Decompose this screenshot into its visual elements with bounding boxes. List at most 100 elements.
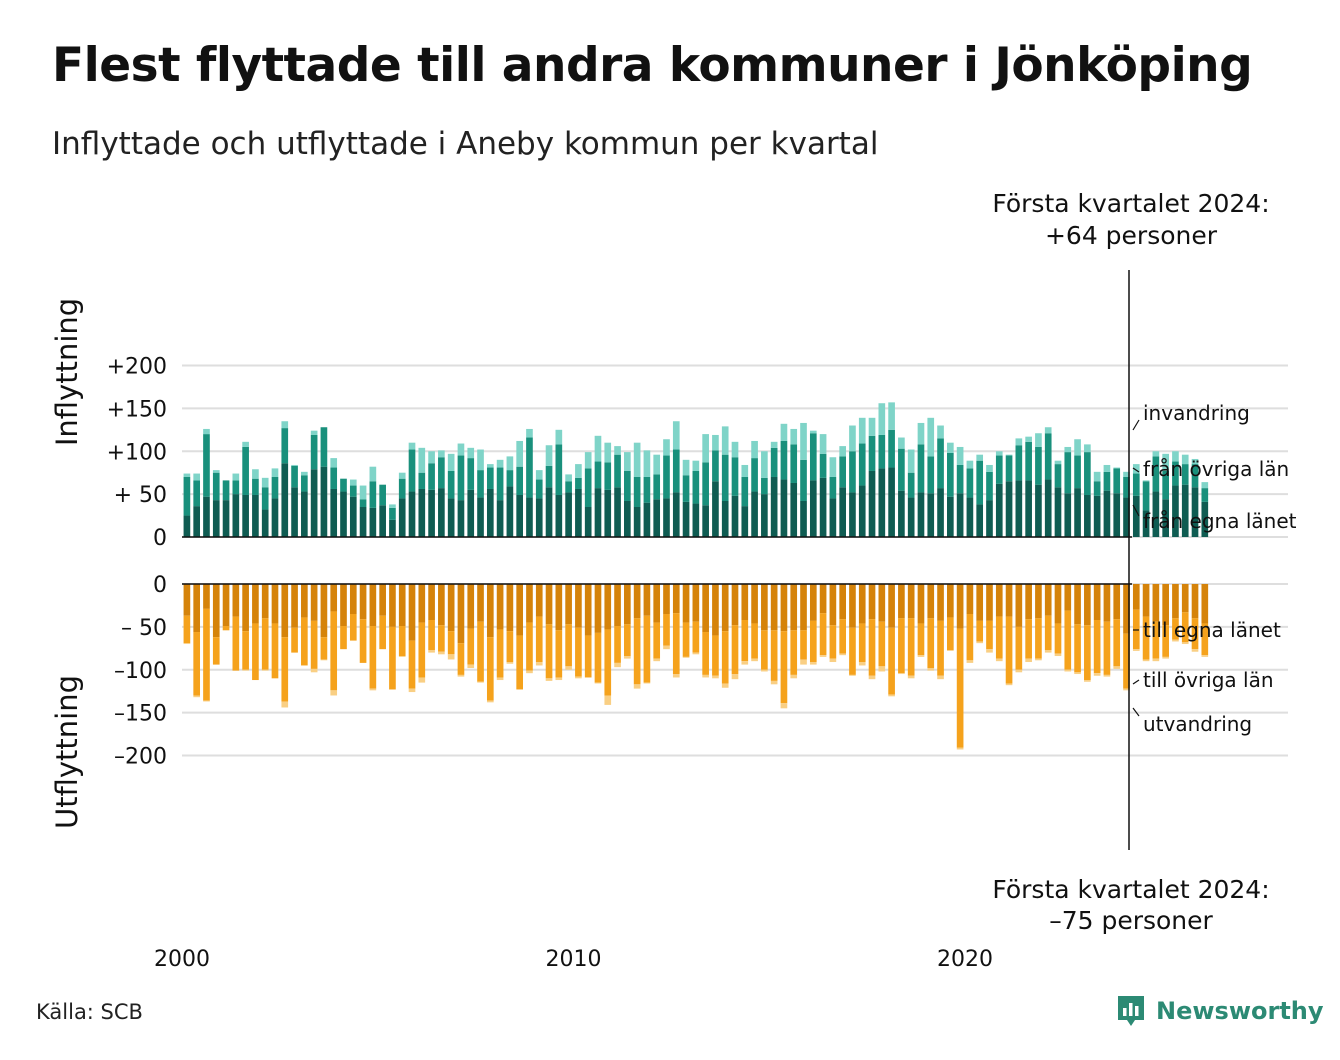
bar-från-egna-länet xyxy=(868,470,876,537)
bar-till-övriga-län xyxy=(672,613,680,675)
bar-från-egna-länet xyxy=(584,506,592,537)
bar-till-övriga-län xyxy=(858,623,866,663)
chart-subtitle: Inflyttade och utflyttade i Aneby kommun… xyxy=(52,126,879,162)
bar-till-egna-länet xyxy=(937,584,944,621)
bar-från-övriga-län xyxy=(1025,441,1032,481)
bar-till-övriga-län xyxy=(398,626,406,657)
bar-invandring xyxy=(800,422,807,460)
bar-invandring xyxy=(261,477,269,488)
bar-utvandring xyxy=(477,681,484,683)
bar-från-egna-länet xyxy=(956,493,964,537)
bar-från-övriga-län xyxy=(995,455,1003,484)
bar-från-övriga-län xyxy=(1132,473,1140,496)
bar-till-övriga-län xyxy=(1191,618,1199,650)
bar-invandring xyxy=(389,504,396,508)
bar-till-övriga-län xyxy=(447,631,455,655)
bar-utvandring xyxy=(790,674,798,679)
bar-från-övriga-län xyxy=(1181,464,1189,485)
bar-till-övriga-län xyxy=(428,620,435,651)
bar-från-egna-länet xyxy=(1093,495,1101,537)
bar-från-egna-länet xyxy=(858,485,866,537)
bar-från-övriga-län xyxy=(565,481,572,493)
bar-från-övriga-län xyxy=(545,465,553,488)
bar-till-övriga-län xyxy=(1172,618,1179,640)
bar-till-övriga-län xyxy=(1093,620,1101,674)
bar-invandring xyxy=(653,454,661,475)
bar-till-övriga-län xyxy=(1044,615,1052,651)
y-tick-label-top: + 50 xyxy=(114,483,167,508)
bar-från-övriga-län xyxy=(839,456,846,488)
bar-invandring xyxy=(594,435,602,462)
bar-från-övriga-län xyxy=(506,470,514,487)
bar-invandring xyxy=(682,459,690,476)
bar-från-egna-länet xyxy=(1035,484,1042,537)
bar-från-övriga-län xyxy=(242,446,249,495)
bar-utvandring xyxy=(809,662,817,665)
bar-till-övriga-län xyxy=(790,630,798,675)
bar-till-egna-länet xyxy=(800,584,807,631)
bar-från-övriga-län xyxy=(496,467,504,501)
bar-till-egna-länet xyxy=(379,584,386,616)
bar-invandring xyxy=(408,442,416,450)
bar-till-egna-länet xyxy=(320,584,328,638)
label-leader xyxy=(1132,467,1140,473)
bar-invandring xyxy=(868,417,876,436)
bar-från-egna-länet xyxy=(614,487,621,537)
bar-från-övriga-län xyxy=(1005,455,1013,482)
bar-från-övriga-län xyxy=(780,440,788,480)
bar-utvandring xyxy=(369,688,377,691)
bar-utvandring xyxy=(712,675,719,679)
bar-till-övriga-län xyxy=(1113,619,1121,667)
bar-till-övriga-län xyxy=(1103,621,1111,675)
bar-utvandring xyxy=(1005,683,1013,686)
newsworthy-logo[interactable]: Newsworthy xyxy=(1116,994,1324,1028)
bar-från-egna-länet xyxy=(486,488,494,537)
bar-till-övriga-län xyxy=(320,637,328,660)
bar-utvandring xyxy=(486,700,494,703)
bar-till-övriga-län xyxy=(496,629,504,678)
bar-från-övriga-län xyxy=(1015,445,1023,481)
bar-till-övriga-län xyxy=(976,620,984,642)
bar-till-övriga-län xyxy=(212,637,220,665)
bar-från-övriga-län xyxy=(477,470,484,498)
series-label: från egna länet xyxy=(1143,509,1297,533)
chart-title: Flest flyttade till andra kommuner i Jön… xyxy=(52,38,1253,93)
bar-invandring xyxy=(917,422,925,445)
bar-till-egna-länet xyxy=(486,584,494,638)
bar-till-egna-länet xyxy=(467,584,475,629)
newsworthy-chart-icon xyxy=(1118,996,1144,1026)
bar-till-egna-länet xyxy=(330,584,338,612)
bar-utvandring xyxy=(1191,649,1199,652)
bar-från-egna-länet xyxy=(878,468,886,537)
bar-invandring xyxy=(575,464,582,478)
bar-från-övriga-län xyxy=(604,462,612,490)
bar-till-egna-länet xyxy=(858,584,866,624)
bar-från-övriga-län xyxy=(232,480,240,495)
bar-invandring xyxy=(447,453,455,471)
bar-utvandring xyxy=(1123,688,1130,691)
bar-utvandring xyxy=(1074,672,1081,675)
bar-invandring xyxy=(486,464,494,468)
bar-till-övriga-län xyxy=(535,616,543,663)
bar-från-övriga-län xyxy=(340,478,347,492)
bar-från-övriga-län xyxy=(349,485,357,497)
bar-invandring xyxy=(349,479,357,486)
bar-invandring xyxy=(281,421,289,429)
bar-till-egna-länet xyxy=(584,584,592,636)
bar-till-övriga-län xyxy=(731,625,739,675)
bar-invandring xyxy=(614,446,621,455)
bar-från-egna-länet xyxy=(252,494,259,537)
bar-till-egna-länet xyxy=(780,584,788,632)
bar-från-övriga-län xyxy=(1152,456,1160,492)
bar-invandring xyxy=(624,452,631,471)
bar-från-övriga-län xyxy=(457,455,465,501)
bar-från-egna-länet xyxy=(232,494,240,538)
bar-från-egna-länet xyxy=(1132,495,1140,537)
bar-invandring xyxy=(898,437,905,449)
bar-till-egna-länet xyxy=(477,584,484,622)
bar-till-egna-länet xyxy=(653,584,661,623)
bar-invandring xyxy=(663,439,670,456)
bar-från-övriga-län xyxy=(731,457,739,496)
bar-utvandring xyxy=(829,658,837,663)
